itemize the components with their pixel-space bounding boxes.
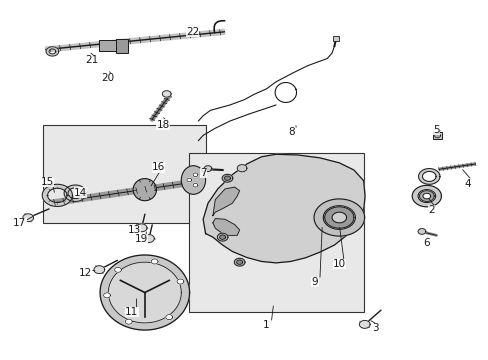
Text: 1: 1 [263,320,269,330]
Text: 18: 18 [156,120,169,130]
Polygon shape [222,174,232,182]
Bar [188,153,363,312]
Polygon shape [324,207,353,228]
Polygon shape [165,315,172,320]
Polygon shape [125,319,132,324]
Text: 9: 9 [311,277,318,287]
Bar [42,125,205,223]
Text: 17: 17 [13,218,26,228]
Text: 15: 15 [41,177,54,187]
Polygon shape [419,191,433,202]
Polygon shape [103,293,110,298]
Polygon shape [136,224,147,232]
Polygon shape [203,166,211,171]
Polygon shape [42,184,72,206]
Polygon shape [151,259,158,264]
Polygon shape [186,178,191,182]
Polygon shape [234,258,244,266]
Ellipse shape [181,166,205,194]
Text: 7: 7 [200,168,206,178]
Polygon shape [203,154,365,263]
Polygon shape [359,320,369,328]
Polygon shape [143,235,154,243]
Text: 4: 4 [464,179,470,189]
Polygon shape [193,183,198,187]
Polygon shape [212,187,239,216]
Bar [116,39,127,53]
Polygon shape [411,185,441,207]
Polygon shape [177,279,183,284]
Polygon shape [193,173,198,177]
Polygon shape [46,47,59,56]
Text: 6: 6 [423,238,429,248]
Text: 12: 12 [78,268,91,278]
Polygon shape [23,214,34,222]
Text: 5: 5 [432,125,439,135]
Text: 11: 11 [125,307,138,317]
Text: 8: 8 [288,127,294,137]
Polygon shape [108,262,181,323]
Polygon shape [94,266,104,274]
Polygon shape [217,233,227,241]
Polygon shape [162,91,171,97]
Bar [432,132,441,139]
Ellipse shape [133,179,156,201]
Polygon shape [417,229,425,234]
Polygon shape [114,267,121,272]
Polygon shape [224,176,230,180]
Text: 2: 2 [427,205,434,215]
Text: 10: 10 [332,259,345,269]
Text: 14: 14 [74,188,87,198]
Bar [99,40,118,51]
Polygon shape [236,260,242,264]
Polygon shape [418,168,439,184]
Text: 21: 21 [85,55,99,65]
Text: 13: 13 [128,225,141,235]
Text: 22: 22 [185,27,199,37]
Text: 19: 19 [135,234,148,244]
Polygon shape [64,185,86,202]
Polygon shape [219,235,225,239]
Polygon shape [212,219,239,235]
Polygon shape [237,165,246,172]
Polygon shape [100,255,189,330]
Polygon shape [313,199,364,236]
Text: 3: 3 [372,323,378,333]
Text: 20: 20 [101,73,114,83]
Bar [332,36,338,41]
Polygon shape [434,134,440,138]
Text: 16: 16 [151,162,165,172]
